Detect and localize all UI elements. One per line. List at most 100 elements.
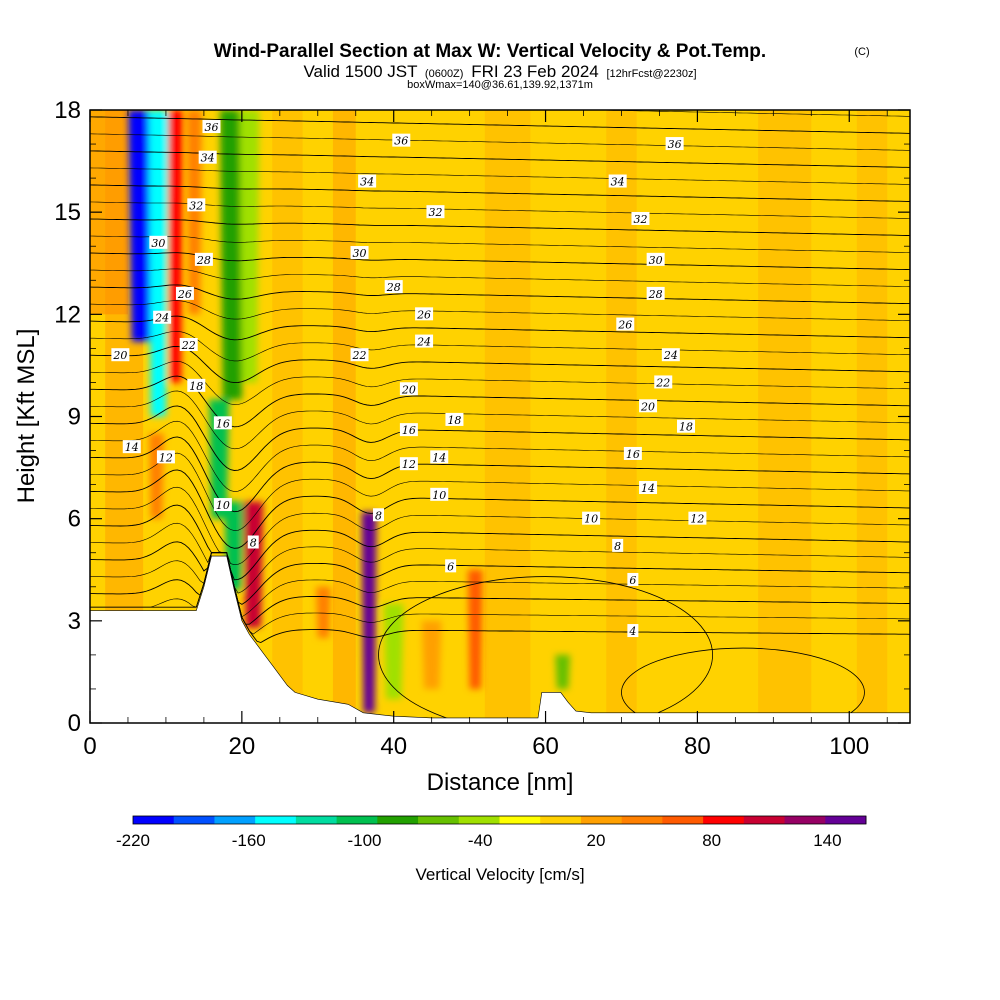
theta-contours [90, 110, 910, 723]
theta-contour-line [90, 150, 910, 168]
contour-label-box [665, 137, 684, 151]
colorbar-swatch [662, 816, 704, 824]
contour-label-box [122, 440, 141, 454]
contour-label-text: 34 [201, 152, 215, 165]
contour-label-box [677, 419, 696, 433]
contour-label: 18 [445, 412, 464, 427]
velocity-plume [467, 569, 483, 689]
contour-label: 16 [213, 416, 232, 430]
velocity-plume [421, 620, 442, 689]
contour-label-text: 14 [432, 451, 446, 464]
contour-label: 26 [175, 286, 194, 301]
contour-label-box [350, 246, 369, 260]
valid-date: FRI 23 Feb 2024 [471, 62, 599, 81]
velocity-band [484, 110, 531, 723]
contour-label: 32 [631, 211, 650, 226]
contour-label-box [247, 535, 259, 549]
velocity-plume [316, 586, 331, 638]
theta-contour-line [90, 252, 910, 271]
theta-contour-line [90, 345, 910, 384]
contour-label-text: 8 [614, 540, 621, 553]
contour-label-box [373, 508, 385, 522]
contour-label-text: 20 [112, 349, 127, 362]
contour-label-text: 32 [428, 206, 442, 219]
velocity-plume [239, 110, 260, 383]
contour-label: 20 [111, 348, 130, 362]
colorbar-swatch [458, 816, 500, 824]
contour-label-box [187, 198, 206, 212]
contour-label-box [175, 286, 194, 300]
contour-label-box [415, 334, 434, 348]
contour-label: 22 [654, 375, 673, 389]
colorbar-swatch [377, 816, 419, 824]
velocity-plume [555, 654, 571, 689]
contour-label-text: 8 [375, 509, 382, 522]
theta-contour-line [90, 315, 910, 341]
theta-contour-line [90, 184, 910, 202]
contour-label: 14 [430, 450, 449, 464]
contour-label-box [399, 382, 418, 396]
contour-label: 34 [608, 174, 627, 189]
contour-label: 18 [187, 378, 206, 393]
contour-label-box [608, 174, 627, 188]
theta-contour-line [90, 420, 910, 492]
x-tick-label: 0 [83, 733, 96, 760]
contour-label: 28 [194, 252, 213, 267]
contour-label-text: 30 [353, 247, 367, 260]
colorbar-swatch [295, 816, 338, 824]
contour-label-text: 26 [617, 319, 632, 332]
colorbar-swatch [499, 816, 541, 824]
y-tick-label: 18 [54, 97, 81, 124]
colorbar-swatch [825, 816, 867, 824]
contour-label: 8 [247, 535, 259, 550]
y-tick-label: 6 [68, 506, 81, 533]
contour-label-text: 24 [663, 349, 678, 362]
contour-label: 28 [646, 286, 665, 301]
colorbar-swatch [255, 816, 297, 824]
contour-label-text: 8 [250, 537, 257, 550]
colorbar-swatch [784, 816, 826, 824]
contour-label-text: 12 [402, 458, 416, 471]
chart-header: Wind-Parallel Section at Max W: Vertical… [214, 41, 870, 91]
velocity-band [272, 110, 303, 723]
contour-label: 10 [213, 498, 232, 512]
contour-label: 28 [384, 280, 403, 294]
contour-label: 6 [445, 559, 457, 573]
colorbar-swatch [580, 816, 623, 824]
colorbar-tick-label: -160 [232, 831, 266, 850]
contour-label-box [392, 133, 411, 147]
colorbar-tick-label: 80 [702, 831, 721, 850]
theta-contour-line [90, 390, 910, 450]
contour-label-text: 36 [668, 138, 682, 151]
contour-label-box [358, 174, 377, 188]
contour-label-text: 32 [189, 199, 203, 212]
theta-contour-line [90, 300, 910, 321]
contour-label-box [430, 450, 449, 464]
x-tick-label: 60 [532, 733, 559, 760]
theta-contour-line [90, 469, 910, 549]
contour-label-text: 10 [432, 489, 446, 502]
colorbar-tick-label: 140 [813, 831, 841, 850]
contour-label-text: 22 [655, 376, 670, 389]
contour-label-text: 24 [154, 312, 169, 325]
contour-label-box [612, 538, 624, 552]
plot-area: 36 36 36 34 34 34 32 32 32 30 30 30 28 28 28 26 26 26 24 24… [90, 110, 910, 723]
contour-label-text: 4 [628, 625, 636, 638]
contour-label-text: 22 [181, 339, 196, 352]
valid-prefix: Valid 1500 JST [303, 62, 417, 81]
theta-contour-line [90, 201, 910, 219]
contour-label-text: 26 [177, 288, 192, 301]
contour-label-box [350, 348, 369, 362]
velocity-plume [220, 110, 245, 400]
contour-label: 22 [350, 348, 369, 362]
velocity-band [758, 110, 812, 723]
contour-label-text: 28 [196, 254, 211, 267]
contour-label-box [445, 559, 457, 573]
colorbar-swatch [743, 816, 786, 824]
contour-label: 24 [661, 348, 680, 362]
velocity-plume [361, 511, 377, 713]
contour-label: 34 [198, 150, 217, 165]
contour-label: 26 [415, 307, 434, 321]
forecast-note: [12hrFcst@2230z] [607, 68, 697, 80]
contour-label-box [623, 446, 642, 460]
